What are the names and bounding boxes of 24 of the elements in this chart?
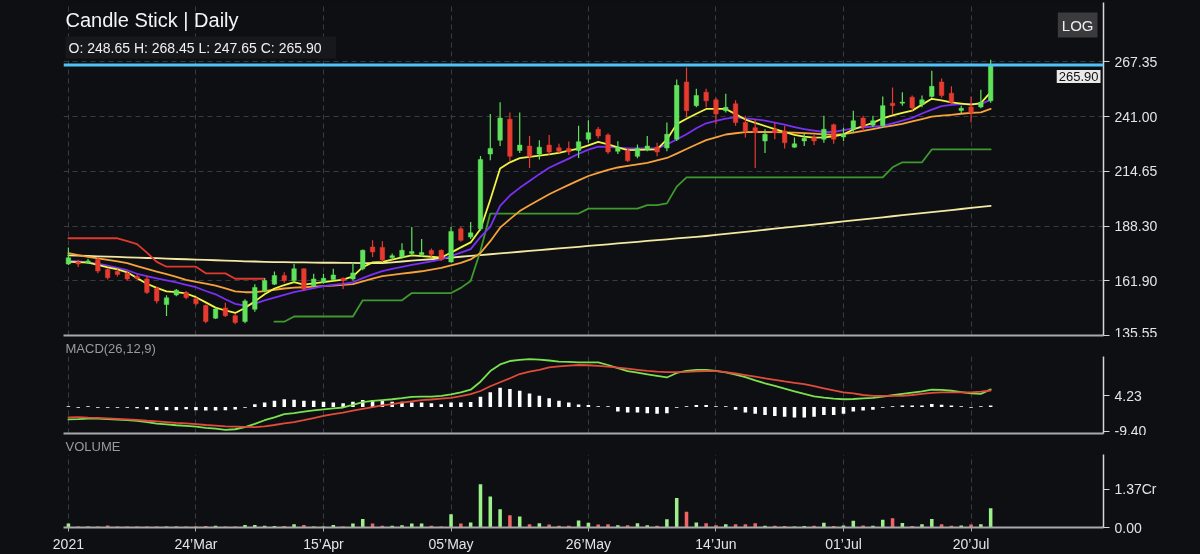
y-tick-label: 4.23 [1114, 387, 1142, 404]
x-tick-label: 14’Jun [695, 535, 737, 552]
y-tick-label: 188.30 [1114, 218, 1158, 235]
text: O: 248.65 H: 268.45 L: 247.65 C: 265.90 [68, 39, 322, 56]
x-tick-label: 20’Jul [952, 535, 990, 552]
y-tick-label: 241.00 [1114, 108, 1158, 125]
ref-line-label: 265.90 [1058, 68, 1099, 84]
y-tick-label: -9.40 [1114, 422, 1147, 439]
chart-title: MACD(26,12,9) [65, 340, 156, 356]
y-tick-label: 0.00 [1114, 519, 1142, 536]
x-tick-label: 2021 [52, 535, 85, 552]
y-tick-label: 214.65 [1114, 163, 1158, 180]
x-tick-label: 01’Jul [825, 535, 862, 552]
annotation: LOG [1061, 16, 1094, 34]
x-tick-label: 24’Mar [174, 535, 218, 552]
y-tick-label: 161.90 [1114, 272, 1158, 289]
x-tick-label: 26’May [565, 535, 611, 552]
x-tick-label: 15’Apr [303, 535, 345, 552]
y-tick-label: 267.35 [1114, 53, 1158, 70]
y-tick-label: 135.55 [1114, 324, 1158, 341]
x-tick-label: 05’May [428, 535, 474, 552]
chart-title: Candle Stick | Daily [65, 8, 239, 31]
chart-title: VOLUME [65, 438, 121, 454]
y-tick-label: 1.37Cr [1114, 481, 1157, 498]
